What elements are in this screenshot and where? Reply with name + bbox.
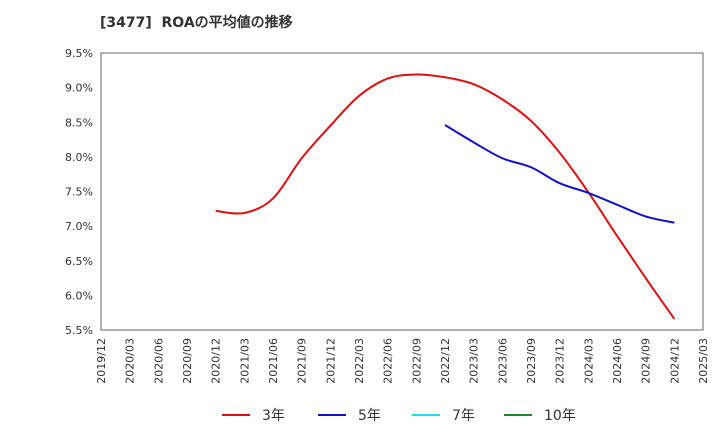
x-tick-label: 2024/12 bbox=[668, 338, 681, 384]
chart-title: [3477] ROAの平均値の推移 bbox=[100, 15, 293, 31]
x-tick-label: 2024/06 bbox=[611, 338, 624, 384]
legend-label: 10年 bbox=[544, 408, 576, 424]
legend-item: 7年 bbox=[412, 404, 475, 426]
y-tick-label: 6.5% bbox=[65, 255, 93, 268]
y-tick-label: 9.5% bbox=[65, 47, 93, 60]
legend-item: 5年 bbox=[318, 404, 381, 426]
y-tick-label: 6.0% bbox=[65, 289, 93, 302]
x-tick-label: 2022/03 bbox=[353, 338, 366, 384]
y-tick-label: 8.0% bbox=[65, 151, 93, 164]
y-tick-label: 8.5% bbox=[65, 116, 93, 129]
axes bbox=[100, 52, 704, 331]
legend-item: 3年 bbox=[222, 404, 285, 426]
x-tick-label: 2020/06 bbox=[152, 338, 165, 384]
x-tick-label: 2023/09 bbox=[525, 338, 538, 384]
x-tick-label: 2020/03 bbox=[124, 338, 137, 384]
line-chart: 2019/12 2020/03 2020/06 2020/09 2020/12 2021/… bbox=[65, 47, 710, 384]
x-tick-label: 2021/06 bbox=[267, 338, 280, 384]
x-tick-label: 2021/03 bbox=[238, 338, 251, 384]
x-tick-label: 2022/06 bbox=[382, 338, 395, 384]
x-tick-label: 2021/09 bbox=[296, 338, 309, 384]
y-tick-label: 5.5% bbox=[65, 324, 93, 337]
plot-frame bbox=[100, 52, 704, 331]
x-tick-label: 2023/06 bbox=[496, 338, 509, 384]
x-tick-label: 2023/03 bbox=[468, 338, 481, 384]
x-tick-label: 2025/03 bbox=[697, 338, 710, 384]
legend-swatch bbox=[222, 414, 250, 416]
series-layer bbox=[215, 73, 676, 320]
x-tick-label: 2020/09 bbox=[181, 338, 194, 384]
legend-swatch bbox=[412, 414, 440, 416]
series-line-5年 bbox=[444, 124, 675, 224]
x-tick-label: 2024/09 bbox=[640, 338, 653, 384]
legend-label: 3年 bbox=[262, 408, 285, 424]
y-tick-label: 9.0% bbox=[65, 82, 93, 95]
legend: 3年 5年 7年 10年 bbox=[0, 400, 720, 430]
x-tick-label: 2020/12 bbox=[210, 338, 223, 384]
x-tick-label: 2022/12 bbox=[439, 338, 452, 384]
x-tick-label: 2023/12 bbox=[554, 338, 567, 384]
y-tick-label: 7.5% bbox=[65, 186, 93, 199]
x-tick-label: 2022/09 bbox=[410, 338, 423, 384]
legend-label: 7年 bbox=[452, 408, 475, 424]
tick-labels: 2019/12 2020/03 2020/06 2020/09 2020/12 2021/… bbox=[65, 47, 710, 384]
legend-swatch bbox=[318, 414, 346, 416]
series-line-3年 bbox=[215, 73, 676, 320]
legend-item: 10年 bbox=[504, 404, 576, 426]
x-tick-label: 2024/03 bbox=[582, 338, 595, 384]
legend-swatch bbox=[504, 414, 532, 416]
x-tick-label: 2019/12 bbox=[95, 338, 108, 384]
y-tick-label: 7.0% bbox=[65, 220, 93, 233]
x-tick-label: 2021/12 bbox=[324, 338, 337, 384]
legend-label: 5年 bbox=[358, 408, 381, 424]
